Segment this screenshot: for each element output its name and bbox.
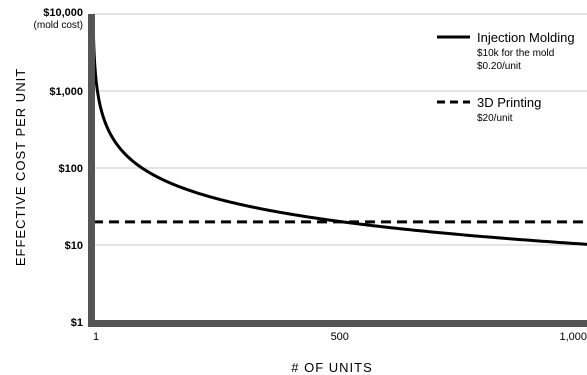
y-tick-sublabel: (mold cost) [34, 20, 83, 31]
y-axis-title: EFFECTIVE COST PER UNIT [13, 68, 28, 266]
injection-molding-point [338, 220, 341, 223]
injection-molding-point [190, 190, 193, 193]
legend-detail: $20/unit [477, 113, 513, 124]
injection-molding-point [165, 180, 168, 183]
x-tick-label: 1 [93, 331, 99, 343]
y-tick-label: $10 [65, 240, 83, 252]
injection-molding-point [388, 226, 391, 229]
x-axis-line [88, 320, 587, 327]
y-tick-label: $10,000 [43, 7, 83, 19]
injection-molding-point [140, 166, 143, 169]
x-tick-labels: 1 500 1,000 [93, 331, 587, 343]
legend-detail: $0.20/unit [477, 61, 521, 72]
y-tick-label: $1 [71, 317, 83, 329]
x-tick-label: 500 [331, 331, 349, 343]
injection-molding-point [239, 203, 242, 206]
injection-molding-point [487, 236, 490, 239]
injection-molding-point [101, 113, 104, 116]
injection-molding-point [96, 89, 99, 92]
y-tick-labels: $10,000(mold cost) $1,000 $100 $10 $1 [34, 7, 83, 329]
legend: Injection Molding $10k for the mold $0.20/… [437, 30, 575, 124]
x-axis-title: # OF UNITS [291, 360, 373, 375]
injection-molding-point [116, 143, 119, 146]
y-tick-label: $100 [59, 163, 83, 175]
legend-detail: $10k for the mold [477, 48, 554, 59]
gridlines [93, 13, 587, 246]
series-injection-molding-line [91, 14, 587, 246]
series-layer [91, 14, 587, 246]
injection-molding-point [437, 231, 440, 234]
injection-molding-point [536, 239, 539, 242]
x-tick-label: 1,000 [559, 331, 587, 343]
y-tick-label: $1,000 [49, 86, 83, 98]
y-axis-line [88, 14, 95, 327]
legend-label: Injection Molding [477, 30, 575, 45]
legend-label: 3D Printing [477, 95, 541, 110]
axes [88, 14, 587, 327]
injection-molding-point [289, 213, 292, 216]
